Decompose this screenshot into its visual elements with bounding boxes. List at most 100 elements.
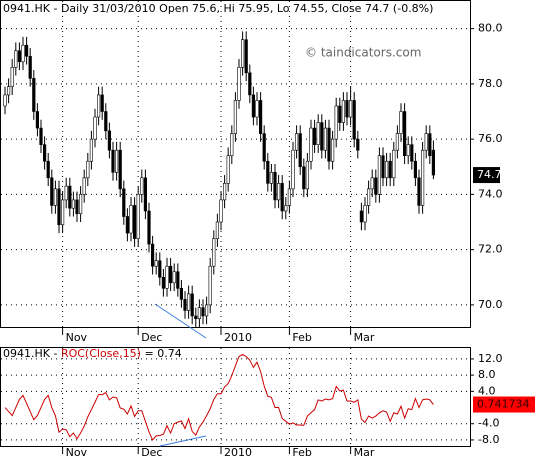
candle-body <box>14 50 18 68</box>
candle-body <box>190 293 194 317</box>
x-tick-label: 2010 <box>224 331 252 344</box>
x-tick-label: Dec <box>141 446 162 459</box>
last-value-box <box>473 167 500 184</box>
candle-body <box>89 138 93 162</box>
y-tick-label: 72.0 <box>478 243 503 256</box>
candle-body <box>39 127 43 145</box>
candle-body <box>334 105 338 140</box>
candle-body <box>320 122 324 151</box>
last-value-box <box>473 396 535 413</box>
candle-body <box>158 260 162 278</box>
candle-body <box>316 122 320 145</box>
x-tick-label: Nov <box>66 331 88 344</box>
candle-body <box>71 199 75 209</box>
x-tick-label: 2010 <box>224 446 252 459</box>
y-tick-label: 74.0 <box>478 187 503 200</box>
candle-body <box>294 133 299 151</box>
candle-body <box>32 78 36 112</box>
candle-body <box>312 127 317 145</box>
candle-body <box>226 155 230 184</box>
candle-body <box>338 105 342 123</box>
candle-body <box>269 171 274 184</box>
candle-body <box>251 94 256 118</box>
candle-body <box>406 144 410 157</box>
candle-body <box>212 238 216 267</box>
candle-body <box>374 177 378 195</box>
candle-body <box>104 111 108 132</box>
candle-body <box>147 210 151 245</box>
candle-body <box>420 149 425 206</box>
x-tick-label: Mar <box>354 331 375 344</box>
y-tick-label: 12.0 <box>478 352 503 365</box>
trend-line <box>154 303 207 339</box>
candle-body <box>172 271 176 284</box>
y-tick-label: -4.0 <box>478 417 499 430</box>
candle-body <box>50 177 54 206</box>
candle-body <box>287 188 292 206</box>
candle-body <box>68 185 72 209</box>
candle-body <box>241 39 245 68</box>
trend-line <box>159 435 207 447</box>
candle-body <box>64 185 68 201</box>
candle-body <box>244 39 248 74</box>
candle-body <box>356 138 360 151</box>
candle-body <box>115 149 119 173</box>
candle-body <box>21 44 25 63</box>
y-tick-label: 80.0 <box>478 22 503 35</box>
candle-body <box>417 177 421 206</box>
indicator-title: 0941.HK - ROC(Close,15) = 0.74 <box>3 347 182 360</box>
y-tick-label: 76.0 <box>478 132 503 145</box>
candle-body <box>151 243 155 267</box>
candle-body <box>284 205 288 212</box>
candle-body <box>93 116 97 140</box>
candle-body <box>330 138 335 162</box>
candle-body <box>28 55 32 79</box>
candle-body <box>24 44 29 57</box>
candle-body <box>230 133 234 157</box>
chart-title: 0941.HK - Daily 31/03/2010 Open 75.6, Hi… <box>3 2 433 15</box>
candle-body <box>352 100 356 140</box>
candle-body <box>100 94 104 112</box>
x-tick-label: Mar <box>354 446 375 459</box>
title-part: 0941.HK - <box>3 347 61 360</box>
candle-body <box>107 130 111 151</box>
candle-body <box>133 205 137 239</box>
candle-body <box>79 194 83 215</box>
candle-body <box>262 133 266 162</box>
candle-body <box>402 111 407 157</box>
candle-body <box>46 160 50 179</box>
candle-body <box>187 293 191 311</box>
candle-body <box>17 50 22 63</box>
candle-body <box>305 160 310 190</box>
candle-body <box>86 160 90 179</box>
candle-body <box>377 155 382 195</box>
last-value-label: 0.741734 <box>477 398 530 411</box>
candle-body <box>143 177 148 212</box>
candle-body <box>258 100 263 134</box>
candle-body <box>179 288 184 300</box>
y-tick-label: 4.0 <box>478 384 496 397</box>
candle-body <box>10 67 14 87</box>
candle-body <box>75 199 79 215</box>
candle-body <box>165 265 169 289</box>
candle-body <box>248 72 252 96</box>
x-tick-label: Feb <box>292 331 311 344</box>
candle-body <box>35 111 39 129</box>
watermark: © taindicators.com <box>305 46 421 60</box>
roc-line <box>4 353 434 441</box>
candle-body <box>125 216 129 234</box>
candle-body <box>53 188 57 206</box>
candle-body <box>122 188 126 217</box>
candle-body <box>82 177 86 195</box>
price-panel <box>0 0 471 328</box>
candle-body <box>255 100 259 118</box>
candle-body <box>197 307 202 320</box>
candle-body <box>111 149 115 173</box>
candle-body <box>57 188 61 226</box>
candle-body <box>97 94 101 118</box>
candle-body <box>428 133 432 157</box>
candle-body <box>3 94 7 107</box>
candle-body <box>384 160 389 179</box>
candle-body <box>392 149 396 179</box>
